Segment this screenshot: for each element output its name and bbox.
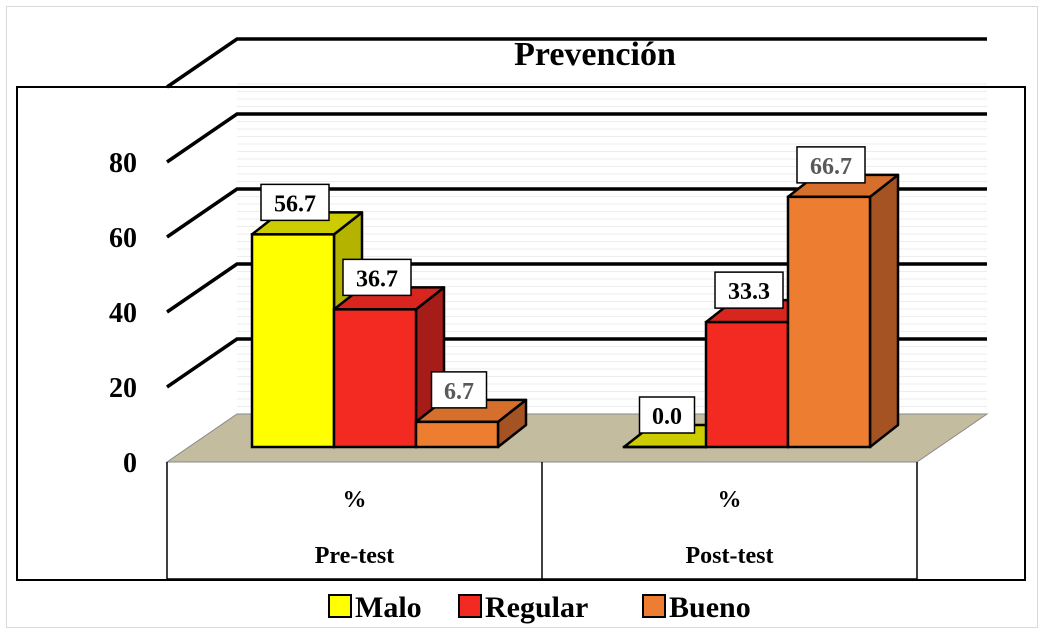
data-label-box bbox=[638, 396, 696, 434]
legend-swatch-bueno bbox=[642, 594, 666, 618]
data-label-box bbox=[260, 183, 330, 222]
data-label-text: 36.7 bbox=[356, 266, 398, 292]
data-label-text: 66.7 bbox=[810, 154, 852, 180]
legend-swatch-malo bbox=[328, 594, 352, 618]
data-label: 33.3 bbox=[714, 271, 784, 309]
data-label-text: 0.0 bbox=[652, 404, 682, 430]
plot-border bbox=[16, 86, 1026, 581]
data-label: 56.7 bbox=[260, 183, 330, 222]
y-tick-label: 20 bbox=[109, 373, 137, 404]
data-label-box bbox=[796, 146, 866, 184]
chart-title: Prevención bbox=[514, 36, 676, 73]
gridline bbox=[166, 187, 987, 239]
legend: Malo Regular Bueno bbox=[328, 591, 751, 624]
category-label: Post-test bbox=[686, 543, 774, 569]
data-label-text: 6.7 bbox=[444, 379, 474, 405]
data-label: 36.7 bbox=[342, 258, 412, 297]
y-tick-label: 40 bbox=[109, 298, 137, 329]
plot-area: 0 20 40 60 80% Pre-test% Post-test 56.7 36.7 6.7 0… bbox=[16, 37, 1026, 581]
legend-swatch-regular bbox=[458, 594, 482, 618]
data-label: 66.7 bbox=[796, 146, 866, 184]
bar-front bbox=[704, 320, 790, 449]
category-sublabel: % bbox=[718, 487, 742, 513]
gridline bbox=[166, 37, 987, 89]
data-label: 0.0 bbox=[638, 396, 696, 434]
category-label: Pre-test bbox=[315, 543, 395, 569]
gridline bbox=[166, 262, 987, 314]
data-label-box bbox=[430, 371, 488, 409]
legend-label-regular: Regular bbox=[485, 591, 588, 624]
data-label-box bbox=[342, 258, 412, 297]
legend-label-malo: Malo bbox=[355, 591, 422, 624]
legend-label-bueno: Bueno bbox=[669, 591, 751, 624]
bar-front bbox=[786, 195, 872, 449]
bar-bueno-post-test bbox=[786, 173, 900, 449]
chart-frame: Prevención 0 20 40 60 80% Pre-test% Post-test 5… bbox=[6, 6, 1038, 628]
y-tick-label: 80 bbox=[109, 148, 137, 179]
data-label-text: 33.3 bbox=[728, 279, 770, 305]
data-label: 6.7 bbox=[430, 371, 488, 409]
data-label-text: 56.7 bbox=[274, 191, 316, 217]
gridline bbox=[166, 112, 987, 164]
bar-side bbox=[868, 173, 900, 449]
bar-front bbox=[414, 420, 500, 449]
bar-front bbox=[332, 308, 418, 449]
category-sublabel: % bbox=[343, 487, 367, 513]
chart-svg: Prevención 0 20 40 60 80% Pre-test% Post-test 5… bbox=[16, 36, 1026, 624]
y-tick-label: 0 bbox=[123, 448, 137, 479]
y-tick-label: 60 bbox=[109, 223, 137, 254]
bar-front bbox=[250, 233, 336, 449]
data-label-box bbox=[714, 271, 784, 309]
